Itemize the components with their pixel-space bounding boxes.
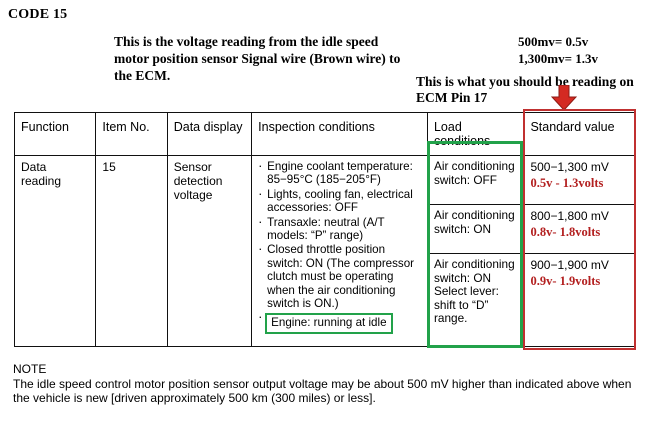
table-header-row: Function Item No. Data display Inspectio… <box>13 112 636 156</box>
cell-item-no: 15 <box>95 155 168 347</box>
standard-value-annotation: 0.8v- 1.8volts <box>530 224 601 239</box>
column-header-standard-value: Standard value <box>523 112 636 156</box>
note-text: The idle speed control motor position se… <box>13 376 632 406</box>
footer-note: NOTE The idle speed control motor positi… <box>13 362 641 406</box>
column-header-inspection-conditions: Inspection conditions <box>251 112 428 156</box>
table-row: Air conditioning switch: ON 800−1,800 mV… <box>15 203 636 254</box>
column-header-load-conditions: Load conditions <box>426 112 525 156</box>
ecm-pin-note-text: This is what you should be reading on EC… <box>416 74 634 105</box>
column-header-item-no: Item No. <box>95 112 168 156</box>
table-row: Data reading 15 Sensor detection voltage… <box>13 155 636 347</box>
load-condition-text: Air conditioning switch: ON Select lever… <box>433 256 515 326</box>
sensor-description-text: This is the voltage reading from the idl… <box>114 34 401 83</box>
cell-load-conditions: Air conditioning switch: ON Select lever… <box>426 252 525 348</box>
red-down-arrow-icon <box>550 84 578 111</box>
cell-inspection-conditions: Engine coolant temperature: 85−95°C (185… <box>251 155 428 347</box>
condition-item-highlighted: Engine: running at idle <box>258 310 421 334</box>
condition-item: Engine coolant temperature: 85−95°C (185… <box>258 159 421 187</box>
cell-standard-value: 900−1,900 mV 0.9v- 1.9volts <box>523 252 636 348</box>
column-header-data-display: Data display <box>166 112 253 156</box>
inspection-conditions-list: Engine coolant temperature: 85−95°C (185… <box>258 159 421 334</box>
cell-load-conditions: Air conditioning switch: OFF <box>426 155 525 205</box>
spec-table-container: Function Item No. Data display Inspectio… <box>13 112 636 348</box>
standard-value-text: 800−1,800 mV <box>530 208 609 223</box>
cell-function: Data reading <box>13 155 97 347</box>
load-condition-text: Air conditioning switch: OFF <box>433 159 515 187</box>
cell-standard-value: 500−1,300 mV 0.5v - 1.3volts <box>523 155 636 205</box>
cell-load-conditions: Air conditioning switch: ON <box>426 203 525 254</box>
note-label: NOTE <box>13 362 47 376</box>
table-row: Air conditioning switch: ON Select lever… <box>15 252 636 348</box>
column-header-function: Function <box>13 112 97 156</box>
standard-value-annotation: 0.5v - 1.3volts <box>530 176 604 190</box>
condition-item: Transaxle: neutral (A/T models: “P” rang… <box>258 215 421 243</box>
condition-item-highlight-box: Engine: running at idle <box>265 313 393 334</box>
standard-value-text: 500−1,300 mV <box>530 160 609 174</box>
millivolt-conversion-list: 500mv= 0.5v 1,300mv= 1.3v <box>518 33 598 67</box>
condition-item: Lights, cooling fan, electrical accessor… <box>258 187 421 215</box>
page-title: CODE 15 <box>8 7 68 22</box>
conversion-line-1: 500mv= 0.5v <box>518 34 589 49</box>
conversion-line-2: 1,300mv= 1.3v <box>518 51 598 66</box>
condition-item: Closed throttle position switch: ON (The… <box>258 242 421 310</box>
cell-data-display: Sensor detection voltage <box>166 155 253 347</box>
cell-standard-value: 800−1,800 mV 0.8v- 1.8volts <box>523 203 636 254</box>
standard-value-annotation: 0.9v- 1.9volts <box>530 273 601 288</box>
spec-table: Function Item No. Data display Inspectio… <box>13 112 636 348</box>
standard-value-text: 900−1,900 mV <box>530 257 609 272</box>
load-condition-text: Air conditioning switch: ON <box>433 207 515 236</box>
